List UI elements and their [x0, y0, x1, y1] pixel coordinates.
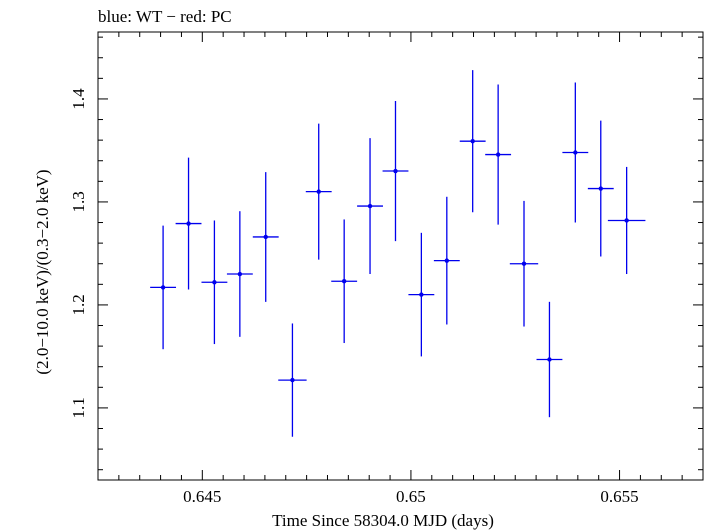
data-point — [459, 70, 486, 213]
data-point — [305, 123, 332, 260]
point-marker — [624, 218, 629, 223]
x-tick-label: 0.65 — [396, 487, 426, 506]
data-point — [175, 157, 202, 290]
data-point — [536, 301, 563, 418]
point-marker — [598, 186, 603, 191]
point-marker — [186, 221, 191, 226]
y-tick-label: 1.3 — [69, 191, 88, 212]
y-tick-label: 1.4 — [69, 88, 88, 110]
x-axis-label: Time Since 58304.0 MJD (days) — [272, 511, 494, 530]
data-point — [562, 82, 589, 223]
point-marker — [547, 357, 552, 362]
data-point — [408, 232, 435, 357]
data-point — [150, 225, 177, 350]
data-point — [587, 120, 614, 257]
point-marker — [573, 150, 578, 155]
data-series — [150, 70, 646, 437]
point-marker — [290, 377, 295, 383]
data-point — [331, 219, 358, 344]
point-marker — [393, 168, 398, 174]
point-marker — [521, 261, 527, 266]
data-point — [252, 172, 279, 302]
y-tick-label: 1.1 — [69, 397, 88, 418]
point-marker — [212, 280, 217, 285]
data-point — [357, 138, 383, 275]
data-point — [278, 323, 307, 437]
data-point — [226, 211, 253, 337]
axis-tick-labels: 0.645 0.65 0.655 1.1 1.2 1.3 1.4 — [69, 88, 639, 506]
chart-title: blue: WT − red: PC — [98, 7, 232, 26]
axis-ticks — [97, 32, 704, 480]
data-point — [382, 101, 409, 242]
point-marker — [160, 285, 166, 290]
point-marker — [237, 271, 243, 277]
point-marker — [367, 203, 373, 209]
plot-frame — [97, 31, 704, 481]
y-axis-label: (2.0−10.0 keV)/(0.3−2.0 keV) — [33, 169, 52, 374]
y-tick-label: 1.2 — [69, 294, 88, 315]
point-marker — [419, 292, 424, 297]
x-tick-label: 0.645 — [183, 487, 221, 506]
data-point — [201, 220, 228, 345]
point-marker — [316, 189, 321, 194]
point-marker — [263, 234, 268, 240]
data-point — [607, 166, 646, 275]
point-marker — [495, 152, 501, 157]
data-point — [433, 196, 460, 325]
point-marker — [341, 279, 347, 284]
data-point — [485, 84, 512, 225]
data-point — [509, 200, 539, 327]
x-tick-label: 0.655 — [600, 487, 638, 506]
point-marker — [470, 138, 475, 144]
point-marker — [444, 258, 450, 263]
